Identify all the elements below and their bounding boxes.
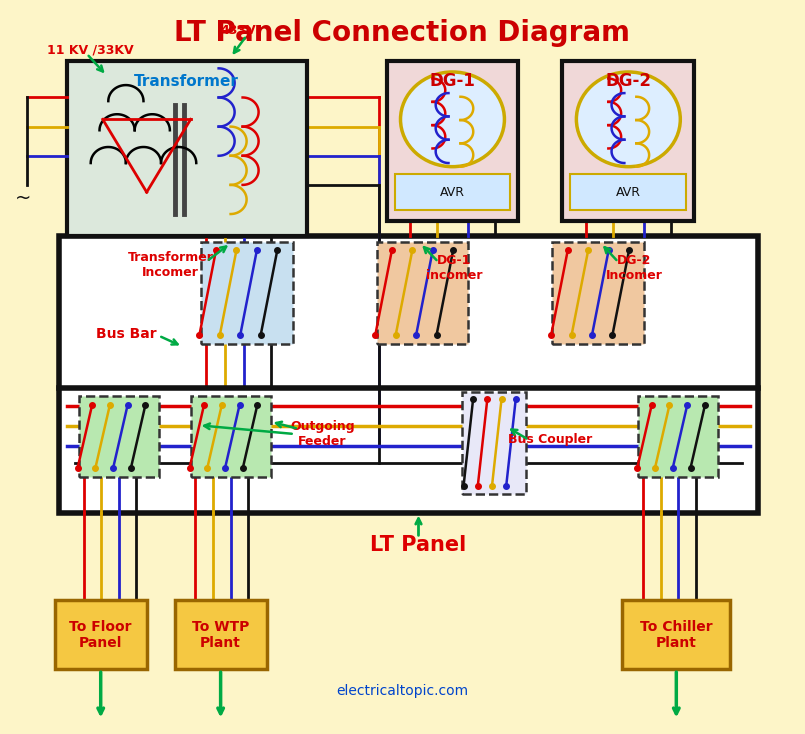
Bar (638, 396, 718, 476)
Bar (462, 392, 526, 494)
Bar (394, 174, 510, 211)
Bar (200, 241, 292, 344)
Bar (622, 600, 730, 669)
Bar (79, 396, 159, 476)
Text: 11 KV /33KV: 11 KV /33KV (47, 43, 134, 57)
Text: DG-1: DG-1 (430, 72, 476, 90)
Text: AVR: AVR (440, 186, 465, 199)
Text: LT Panel: LT Panel (370, 536, 467, 556)
Bar (552, 241, 644, 344)
Text: 433V: 433V (221, 24, 257, 37)
Text: To WTP
Plant: To WTP Plant (192, 619, 250, 650)
Text: Outgoing
Feeder: Outgoing Feeder (291, 420, 355, 448)
Bar (563, 61, 694, 222)
Bar (377, 241, 469, 344)
Bar (571, 174, 687, 211)
Text: DG-2
Incomer: DG-2 Incomer (606, 254, 663, 282)
Text: AVR: AVR (616, 186, 641, 199)
Circle shape (576, 72, 680, 167)
Bar (67, 61, 307, 236)
Bar (55, 600, 147, 669)
Text: Transformer: Transformer (134, 74, 239, 89)
Text: To Chiller
Plant: To Chiller Plant (640, 619, 712, 650)
Circle shape (401, 72, 505, 167)
Text: To Floor
Panel: To Floor Panel (69, 619, 132, 650)
Text: ~: ~ (14, 189, 31, 208)
Bar (191, 396, 270, 476)
Text: Bus Coupler: Bus Coupler (508, 433, 592, 446)
Text: electricaltopic.com: electricaltopic.com (336, 684, 469, 698)
Bar (386, 61, 518, 222)
Text: Transformer
Incomer: Transformer Incomer (128, 251, 213, 279)
Text: DG-2: DG-2 (605, 72, 651, 90)
Text: Bus Bar: Bus Bar (97, 327, 157, 341)
Text: LT Panel Connection Diagram: LT Panel Connection Diagram (175, 19, 630, 48)
Bar (59, 236, 758, 512)
Text: DG-1
incomer: DG-1 incomer (426, 254, 483, 282)
Bar (175, 600, 266, 669)
